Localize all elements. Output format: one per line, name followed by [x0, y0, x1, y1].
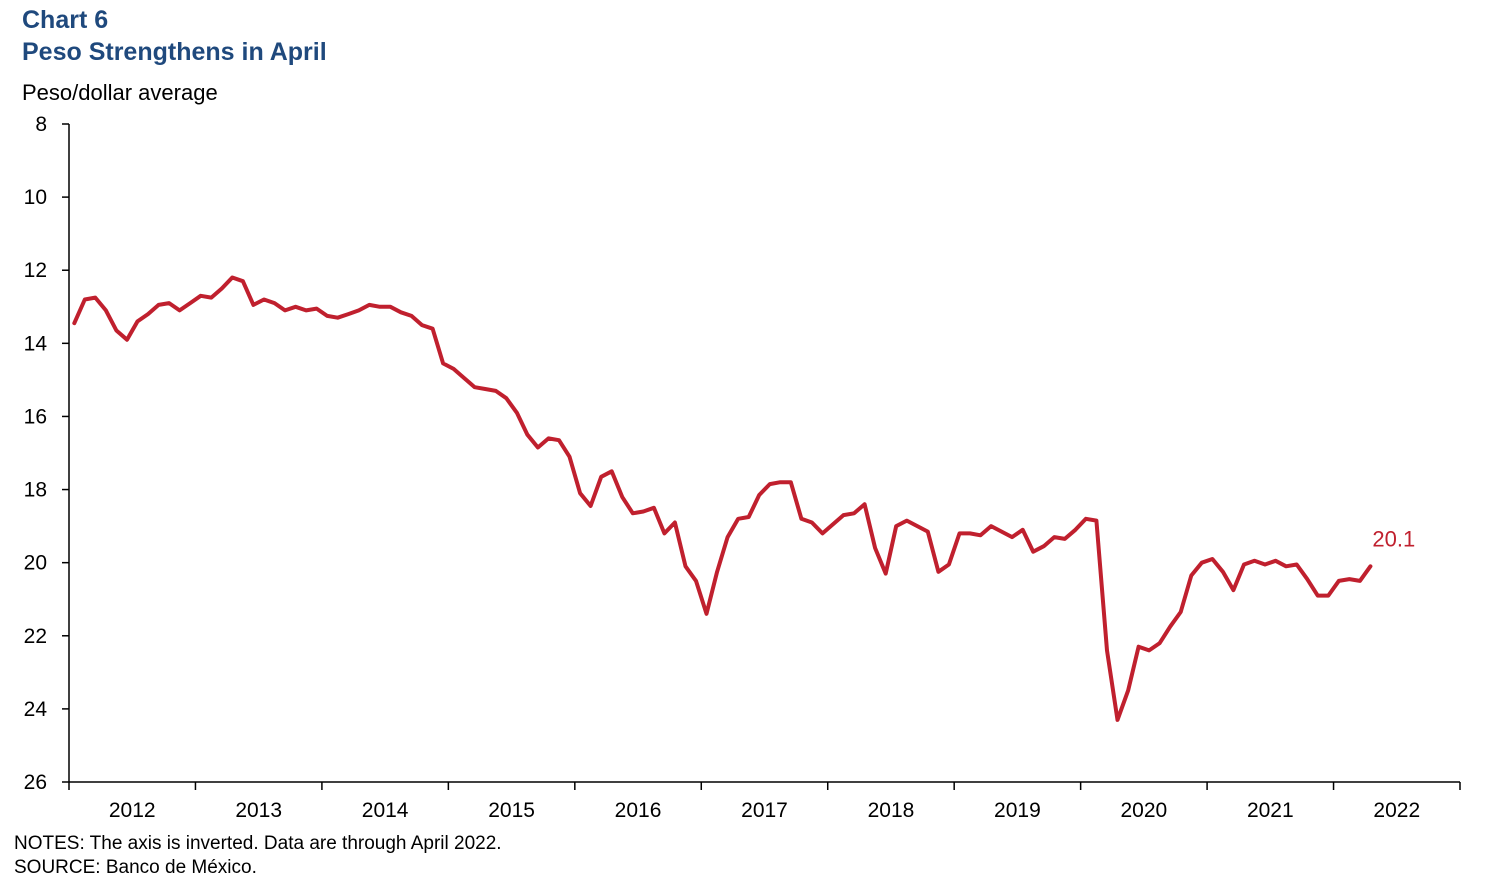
y-tick-label: 8 — [35, 113, 47, 136]
x-tick-label: 2017 — [741, 799, 788, 822]
footer-notes: NOTES: The axis is inverted. Data are th… — [14, 832, 502, 880]
x-tick-label: 2013 — [235, 799, 282, 822]
x-tick-label: 2012 — [109, 799, 156, 822]
end-value-label: 20.1 — [1372, 526, 1415, 551]
y-tick-label: 18 — [24, 479, 47, 502]
y-tick-label: 26 — [24, 771, 47, 794]
notes-text: NOTES: The axis is inverted. Data are th… — [14, 833, 502, 854]
x-tick-label: 2016 — [615, 799, 662, 822]
y-tick-label: 12 — [24, 259, 47, 282]
chart-number: Chart 6 — [22, 6, 109, 34]
y-tick-label: 10 — [24, 186, 47, 209]
chart-title: Peso Strengthens in April — [22, 38, 327, 66]
y-axis: 8 10 12 14 16 18 20 22 24 26 — [24, 113, 70, 794]
y-tick-label: 16 — [24, 405, 47, 428]
x-tick-label: 2022 — [1373, 799, 1420, 822]
y-axis-label: Peso/dollar average — [22, 80, 218, 105]
y-tick-label: 20 — [24, 552, 47, 575]
x-tick-label: 2014 — [362, 799, 409, 822]
series-line — [72, 275, 1373, 722]
source-text: SOURCE: Banco de México. — [14, 857, 257, 878]
x-tick-label: 2018 — [868, 799, 915, 822]
y-tick-label: 14 — [24, 332, 48, 355]
x-tick-label: 2015 — [488, 799, 535, 822]
x-tick-label: 2019 — [994, 799, 1041, 822]
x-tick-label: 2021 — [1247, 799, 1294, 822]
x-tick-label: 2020 — [1121, 799, 1168, 822]
y-tick-label: 24 — [24, 698, 48, 721]
x-axis: 2012 2013 2014 2015 2016 2017 2018 2019 2020 2021… — [68, 781, 1461, 822]
y-tick-label: 22 — [24, 625, 47, 648]
series-group: 20.1 — [72, 275, 1415, 722]
